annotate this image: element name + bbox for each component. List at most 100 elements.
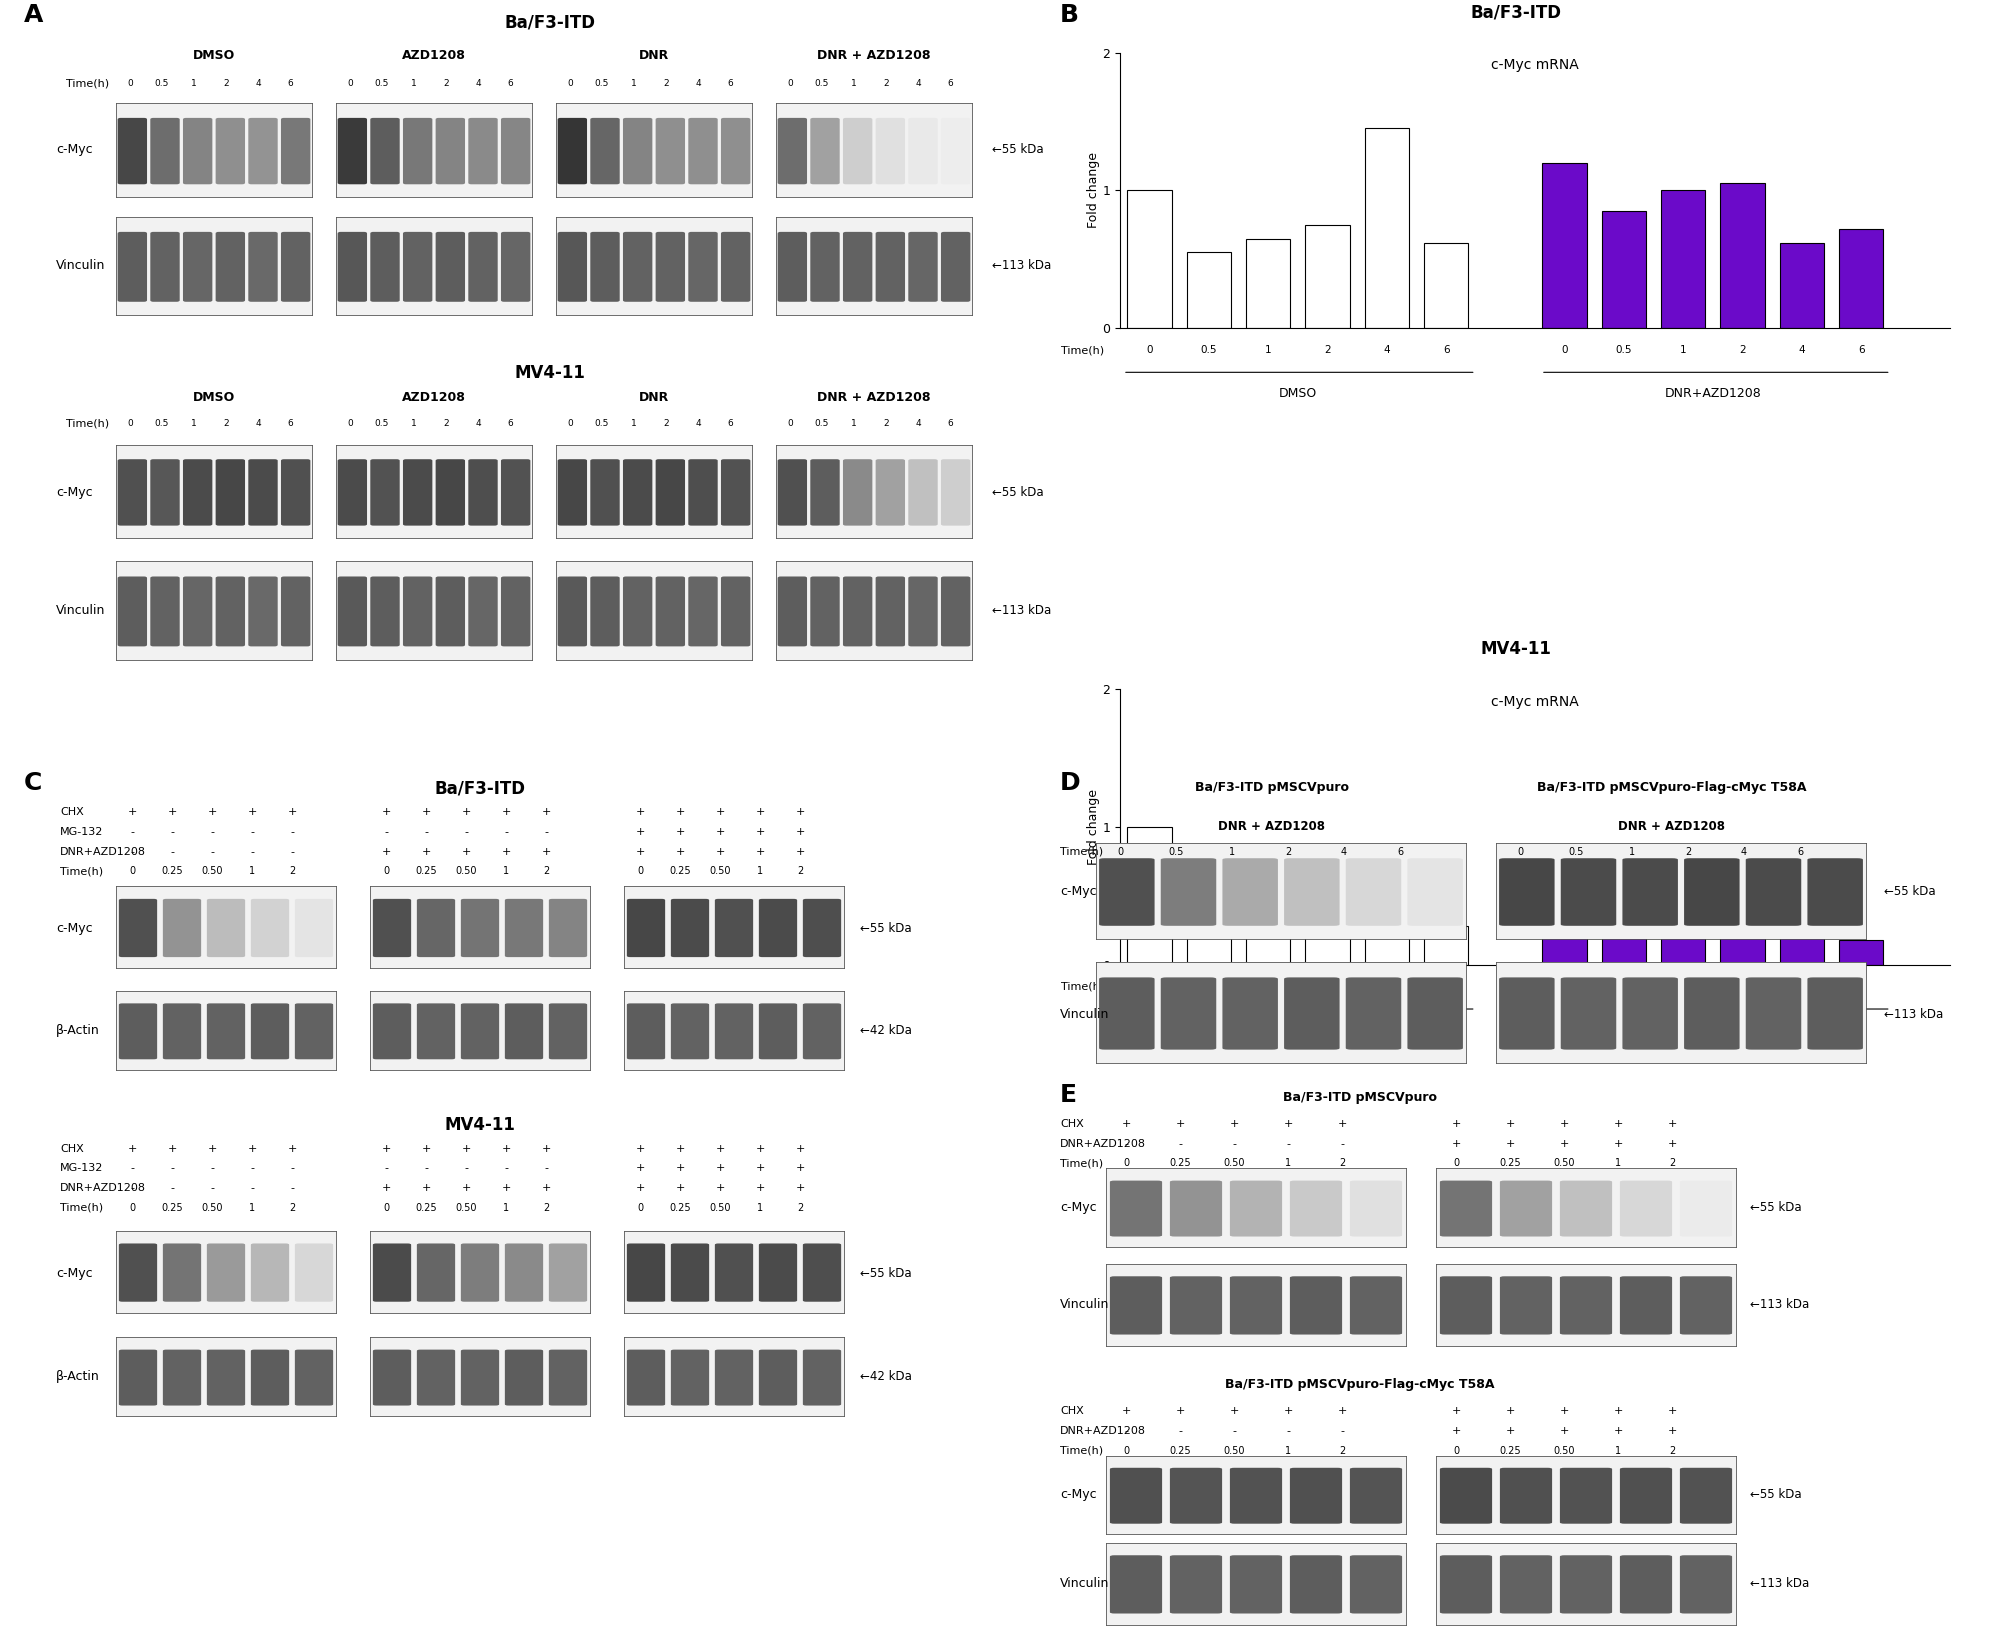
Text: +: + xyxy=(1614,1406,1622,1416)
Text: +: + xyxy=(288,1144,296,1154)
FancyBboxPatch shape xyxy=(118,1003,158,1060)
Text: 4: 4 xyxy=(696,418,700,428)
FancyBboxPatch shape xyxy=(460,1349,500,1406)
FancyBboxPatch shape xyxy=(216,576,246,647)
FancyBboxPatch shape xyxy=(558,231,588,302)
Text: Ba/F3-ITD: Ba/F3-ITD xyxy=(1470,3,1562,21)
FancyBboxPatch shape xyxy=(1110,1556,1162,1613)
Text: c-Myc: c-Myc xyxy=(56,486,92,499)
Text: 4: 4 xyxy=(1798,345,1806,354)
FancyBboxPatch shape xyxy=(1500,1277,1552,1334)
Text: +: + xyxy=(716,1183,724,1193)
Text: +: + xyxy=(1176,1406,1184,1416)
Text: DNR+AZD1208: DNR+AZD1208 xyxy=(1060,1139,1146,1149)
FancyBboxPatch shape xyxy=(908,118,938,184)
Text: 0.50: 0.50 xyxy=(710,866,730,876)
Text: +: + xyxy=(462,1183,470,1193)
Text: 2: 2 xyxy=(542,866,550,876)
FancyBboxPatch shape xyxy=(1230,1277,1282,1334)
Text: +: + xyxy=(796,847,804,857)
Text: Time(h): Time(h) xyxy=(60,866,104,876)
Text: +: + xyxy=(1338,1119,1346,1129)
Text: 0.50: 0.50 xyxy=(1224,1159,1244,1168)
Text: +: + xyxy=(636,1163,644,1173)
FancyBboxPatch shape xyxy=(206,899,246,957)
Bar xyxy=(1246,238,1290,328)
FancyBboxPatch shape xyxy=(1100,978,1154,1050)
Text: 6: 6 xyxy=(948,418,952,428)
Text: -: - xyxy=(250,847,254,857)
FancyBboxPatch shape xyxy=(402,459,432,525)
Text: 1: 1 xyxy=(756,866,764,876)
Text: 2: 2 xyxy=(884,79,888,89)
FancyBboxPatch shape xyxy=(876,459,906,525)
Text: 2: 2 xyxy=(664,418,668,428)
FancyBboxPatch shape xyxy=(778,459,808,525)
FancyBboxPatch shape xyxy=(1560,1180,1612,1237)
Bar xyxy=(1542,852,1586,965)
FancyBboxPatch shape xyxy=(338,459,368,525)
FancyBboxPatch shape xyxy=(940,576,970,647)
Text: 0: 0 xyxy=(382,866,390,876)
Text: +: + xyxy=(1560,1119,1568,1129)
Text: 6: 6 xyxy=(1858,981,1864,991)
Text: +: + xyxy=(756,1163,764,1173)
FancyBboxPatch shape xyxy=(1170,1556,1222,1613)
Text: +: + xyxy=(168,807,176,817)
Text: AZD1208: AZD1208 xyxy=(402,49,466,62)
Text: DNR+AZD1208: DNR+AZD1208 xyxy=(1060,1426,1146,1436)
FancyBboxPatch shape xyxy=(802,1003,842,1060)
Text: -: - xyxy=(210,1183,214,1193)
Bar xyxy=(1780,243,1824,328)
Text: +: + xyxy=(756,1183,764,1193)
Text: -: - xyxy=(1286,1139,1290,1149)
Text: +: + xyxy=(382,807,390,817)
Text: +: + xyxy=(502,847,510,857)
Text: 2: 2 xyxy=(1338,1446,1346,1456)
FancyBboxPatch shape xyxy=(778,576,808,647)
Text: 0.50: 0.50 xyxy=(456,1203,476,1213)
FancyBboxPatch shape xyxy=(370,118,400,184)
FancyBboxPatch shape xyxy=(626,1244,666,1301)
Text: 0.50: 0.50 xyxy=(710,1203,730,1213)
Text: -: - xyxy=(544,827,548,837)
Text: ←113 kDa: ←113 kDa xyxy=(1884,1008,1944,1021)
Text: 0.5: 0.5 xyxy=(814,418,830,428)
Text: 0.50: 0.50 xyxy=(456,866,476,876)
Text: +: + xyxy=(502,1183,510,1193)
Text: 0: 0 xyxy=(348,79,352,89)
FancyBboxPatch shape xyxy=(622,576,652,647)
FancyBboxPatch shape xyxy=(1560,1467,1612,1524)
Text: +: + xyxy=(462,1144,470,1154)
Text: Time(h): Time(h) xyxy=(1060,981,1104,991)
FancyBboxPatch shape xyxy=(1620,1556,1672,1613)
Text: 1: 1 xyxy=(248,1203,256,1213)
FancyBboxPatch shape xyxy=(1500,1180,1552,1237)
FancyBboxPatch shape xyxy=(372,1244,412,1301)
FancyBboxPatch shape xyxy=(416,899,456,957)
Text: 0.5: 0.5 xyxy=(594,79,610,89)
Text: 4: 4 xyxy=(256,418,260,428)
FancyBboxPatch shape xyxy=(1560,978,1616,1050)
FancyBboxPatch shape xyxy=(778,118,808,184)
Text: B: B xyxy=(1060,3,1080,28)
Text: DMSO: DMSO xyxy=(192,391,236,404)
FancyBboxPatch shape xyxy=(802,1244,842,1301)
Text: 2: 2 xyxy=(288,1203,296,1213)
Text: +: + xyxy=(248,807,256,817)
FancyBboxPatch shape xyxy=(558,118,588,184)
Text: 0: 0 xyxy=(568,418,572,428)
Text: 0: 0 xyxy=(1452,1159,1460,1168)
Text: 2: 2 xyxy=(1338,1159,1346,1168)
Text: -: - xyxy=(130,827,134,837)
FancyBboxPatch shape xyxy=(1560,1556,1612,1613)
FancyBboxPatch shape xyxy=(500,459,530,525)
FancyBboxPatch shape xyxy=(370,459,400,525)
FancyBboxPatch shape xyxy=(1684,978,1740,1050)
FancyBboxPatch shape xyxy=(1230,1180,1282,1237)
Text: AZD1208: AZD1208 xyxy=(402,391,466,404)
Text: CHX: CHX xyxy=(1060,1406,1084,1416)
FancyBboxPatch shape xyxy=(842,459,872,525)
Text: +: + xyxy=(128,1144,136,1154)
FancyBboxPatch shape xyxy=(182,231,212,302)
